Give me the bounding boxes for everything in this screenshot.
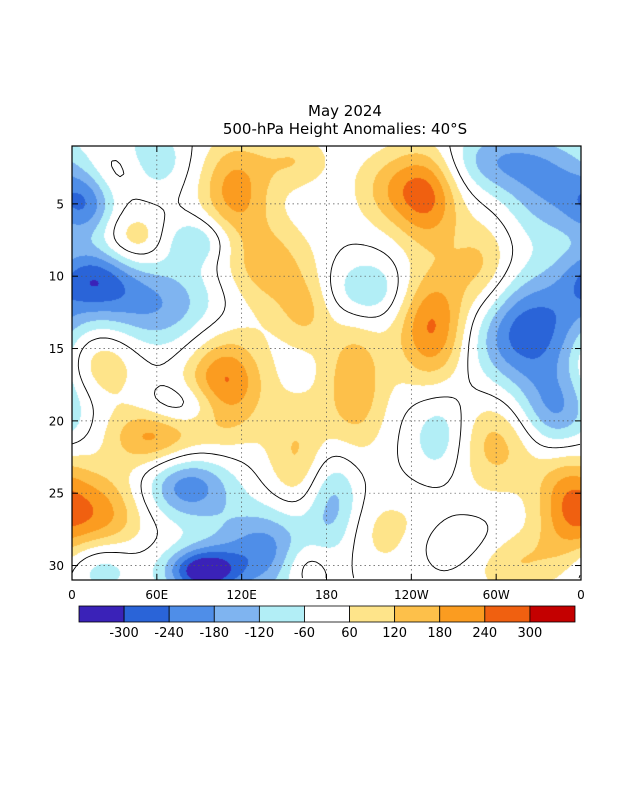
colorbar-swatch: [123, 605, 170, 623]
x-tick-label: 120W: [394, 588, 429, 602]
zero-contours: [72, 146, 581, 579]
colorbar-label: -300: [109, 626, 139, 641]
x-tick-label: 0: [68, 588, 76, 602]
chart-title: May 2024: [308, 102, 382, 120]
y-tick-label: 30: [49, 559, 64, 573]
x-tick-label: 120E: [226, 588, 257, 602]
x-tick-label: 180: [315, 588, 338, 602]
colorbar-swatch: [349, 605, 396, 623]
colorbar-label: -120: [245, 626, 275, 641]
y-tick-label: 15: [49, 342, 64, 356]
colorbar: -300 -240 -180 -120 -60 60 120 180 240 300: [78, 605, 576, 641]
colorbar-swatch: [258, 605, 305, 623]
colorbar-swatch: [304, 605, 350, 623]
colorbar-swatch: [213, 605, 260, 623]
grid-lines: [72, 146, 581, 580]
anomaly-field: [72, 146, 581, 580]
colorbar-swatch: [78, 605, 125, 623]
y-tick-label: 10: [49, 270, 64, 284]
colorbar-label: -240: [154, 626, 184, 641]
y-tick-label: 5: [56, 197, 64, 211]
x-axis: 0 60E 120E 180 120W 60W 0: [68, 146, 585, 602]
y-tick-label: 25: [49, 487, 64, 501]
y-axis: 5 10 15 20 25 30: [49, 197, 581, 573]
colorbar-swatch: [394, 605, 441, 623]
colorbar-label: 180: [427, 626, 452, 641]
colorbar-swatch: [484, 605, 531, 623]
colorbar-swatch: [439, 605, 486, 623]
x-tick-label: 60W: [483, 588, 510, 602]
chart-subtitle: 500-hPa Height Anomalies: 40°S: [223, 120, 467, 138]
colorbar-label: 120: [382, 626, 407, 641]
colorbar-label: -180: [200, 626, 230, 641]
colorbar-label: -60: [294, 626, 315, 641]
colorbar-label: 300: [517, 626, 542, 641]
y-tick-label: 20: [49, 414, 64, 428]
colorbar-swatch: [529, 605, 576, 623]
zero-contour-line: [72, 146, 581, 579]
colorbar-label: 60: [341, 626, 358, 641]
colorbar-label: 240: [472, 626, 497, 641]
x-tick-label: 60E: [145, 588, 168, 602]
colorbar-swatch: [168, 605, 215, 623]
x-tick-label: 0: [577, 588, 585, 602]
